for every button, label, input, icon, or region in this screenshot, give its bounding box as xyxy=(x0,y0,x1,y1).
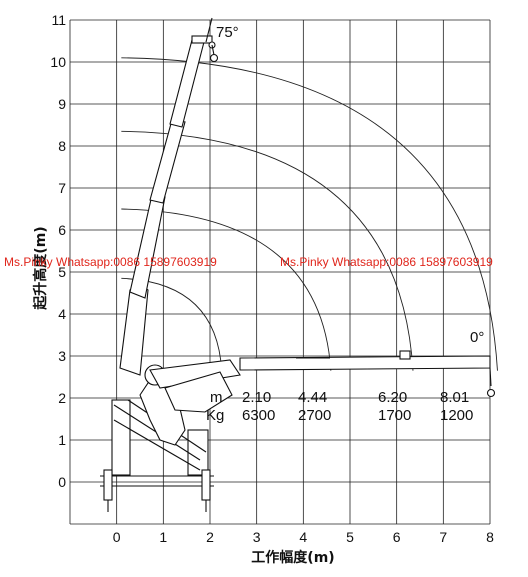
load-value: 1700 xyxy=(378,407,411,424)
grid xyxy=(69,19,491,525)
y-tick-labels: 0 1 2 3 4 5 6 7 8 9 10 11 xyxy=(50,12,66,490)
load-value: 1200 xyxy=(440,407,473,424)
max-angle-indicator xyxy=(205,17,213,43)
radius-value: 4.44 xyxy=(298,389,327,406)
reach-arc xyxy=(121,130,414,371)
x-tick-label: 2 xyxy=(206,529,214,545)
y-tick-label: 9 xyxy=(58,96,66,112)
reach-arc xyxy=(121,57,498,371)
load-unit-label: Kg xyxy=(206,407,224,424)
x-tick-label: 3 xyxy=(253,529,261,545)
y-tick-label: 0 xyxy=(58,474,66,490)
y-tick-label: 3 xyxy=(58,348,66,364)
y-tick-label: 7 xyxy=(58,180,66,196)
x-tick-label: 8 xyxy=(486,529,494,545)
crane-raised-boom xyxy=(119,35,219,376)
y-tick-label: 8 xyxy=(58,138,66,154)
y-axis-title: 起升高度(m) xyxy=(32,226,49,310)
x-tick-label: 4 xyxy=(299,529,307,545)
load-value: 2700 xyxy=(298,407,331,424)
y-tick-label: 2 xyxy=(58,390,66,406)
x-tick-label: 7 xyxy=(439,529,447,545)
radius-value: 6.20 xyxy=(378,389,407,406)
radius-unit-label: m xyxy=(210,389,223,406)
y-tick-label: 10 xyxy=(50,54,66,70)
x-axis-title: 工作幅度(m) xyxy=(251,549,334,566)
x-tick-label: 5 xyxy=(346,529,354,545)
reach-arc xyxy=(121,208,332,371)
crane-folded-boom xyxy=(149,350,496,413)
capacity-table: m Kg 2.10 4.44 6.20 8.01 6300 2700 1700 … xyxy=(206,389,473,424)
y-tick-label: 6 xyxy=(58,222,66,238)
x-tick-label: 1 xyxy=(159,529,167,545)
x-tick-labels: 0 1 2 3 4 5 6 7 8 xyxy=(113,529,494,545)
x-tick-label: 6 xyxy=(393,529,401,545)
radius-value: 8.01 xyxy=(440,389,469,406)
y-tick-label: 11 xyxy=(51,12,66,28)
load-value: 6300 xyxy=(242,407,275,424)
max-angle-label: 75° xyxy=(216,24,239,41)
y-tick-label: 5 xyxy=(58,264,66,280)
x-tick-label: 0 xyxy=(113,529,121,545)
min-angle-label: 0° xyxy=(470,329,484,346)
watermark-right: Ms.Pinky Whatsapp:0086 15897603919 xyxy=(280,255,493,269)
y-tick-label: 1 xyxy=(58,432,66,448)
radius-value: 2.10 xyxy=(242,389,271,406)
watermark-left: Ms.Pinky Whatsapp:0086 15897603919 xyxy=(4,255,217,269)
y-tick-label: 4 xyxy=(58,306,66,322)
crane-drawing xyxy=(100,35,496,512)
